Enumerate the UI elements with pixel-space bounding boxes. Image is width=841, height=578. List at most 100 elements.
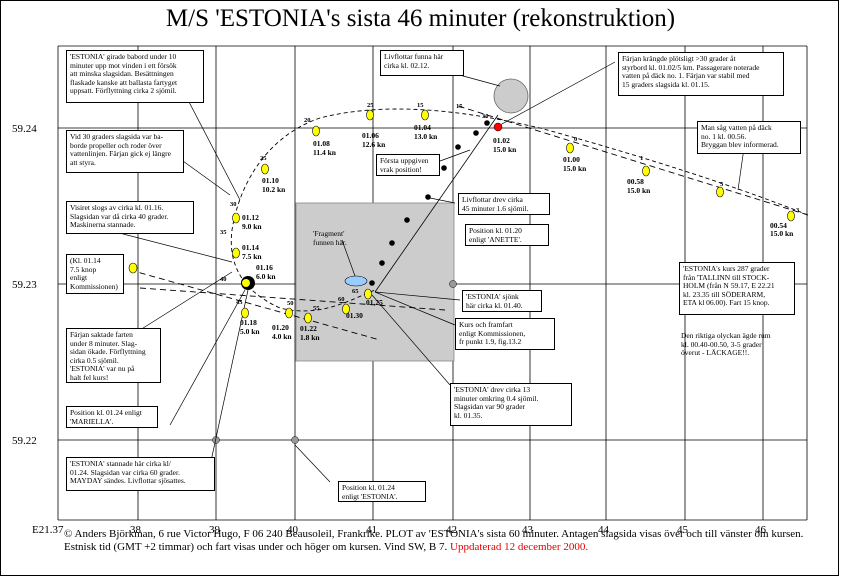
track-point-labels-mark: 01.12 (242, 213, 259, 222)
track-points-mark (642, 165, 650, 177)
note-kl-0114: (Kl. 01.14 7.5 knop enligt Kommissionen) (66, 254, 124, 294)
track-point-labels-mark: 01.00 (563, 155, 580, 164)
track-points-mark (232, 247, 240, 259)
track-point-labels-mark: 01.20 (272, 323, 289, 332)
y-tick-label: 59.23 (12, 279, 37, 291)
x-tick-label: 39 (209, 524, 221, 536)
track-point-labels-mark: 00.54 (770, 221, 787, 230)
note-ferry-slowed: Färjan saktade farten under 8 minuter. S… (66, 328, 161, 383)
axis-labels: E21.37 38 39 40 41 42 43 44 45 46 59.24 … (12, 123, 767, 536)
note-ferry-listing: Färjan krängde plötsligt >30 grader åt s… (618, 52, 784, 96)
track-point-labels-mark: 0 (574, 136, 577, 143)
raft-found-circle (493, 78, 529, 114)
drift-dots-mark (473, 130, 479, 136)
drift-dots-mark (379, 260, 385, 266)
track-point-labels-mark: 4.0 kn (272, 332, 292, 341)
track-points-mark (716, 186, 724, 198)
x-tick-label: 40 (287, 524, 299, 536)
commission-course-lines (129, 104, 809, 341)
track-point-labels-mark: 01.06 (362, 131, 379, 140)
track-point-labels-mark: 30 (230, 201, 237, 208)
track-points-mark (128, 262, 138, 274)
leader-lines-mark (429, 197, 456, 204)
note-life-raft: Livflottar funna här cirka kl. 02.12. (380, 50, 464, 76)
track-points-mark (364, 288, 372, 300)
track-point-labels-mark: 15 (456, 103, 463, 110)
x-tick-label: 45 (677, 524, 689, 536)
track-point-labels-mark: 25 (260, 155, 267, 162)
track-point-labels-mark: 00.58 (627, 177, 644, 186)
track-point-labels-mark: 5.0 kn (240, 327, 260, 336)
drift-dots-mark (484, 120, 490, 126)
x-tick-label: 38 (130, 524, 142, 536)
fragment-ellipse (344, 275, 368, 287)
x-tick-label: 42 (446, 524, 457, 536)
note-position-mariella: Position kl. 01.24 enligt 'MARIELLA'. (66, 406, 158, 428)
y-tick-label: 59.24 (12, 123, 37, 135)
track-point-labels-mark: 01.18 (240, 318, 257, 327)
track-point-labels-mark: 65 (352, 288, 359, 295)
position-markers-mark (449, 280, 457, 288)
drift-dots (369, 120, 490, 286)
note-water-deck: Man såg vatten på däck no. 1 kl. 00.56. … (697, 121, 801, 154)
track-point-labels-mark: 1.8 kn (300, 333, 320, 342)
track-point-labels-mark: 01.30 (346, 311, 363, 320)
track-point-labels-mark: 10.2 kn (262, 185, 286, 194)
track-point-labels-mark: 01.22 (300, 324, 317, 333)
track-point-labels-mark: 55 (313, 305, 320, 312)
track-point-labels-mark: 15.0 kn (493, 145, 517, 154)
track-points-mark (241, 307, 249, 319)
drift-dots-mark (404, 217, 410, 223)
track-point-labels-mark: 3 (796, 207, 800, 214)
track-points-mark (312, 125, 320, 137)
track-point-labels-mark: 01.25 (366, 298, 383, 307)
search-area (295, 202, 455, 362)
note-raft-drift: Livflottar drev cirka 45 minuter 1.6 sjö… (458, 193, 550, 215)
updated-date: Uppdaterad 12 december 2000. (450, 541, 589, 553)
note-fragment: 'Fragment' funnen här. (313, 229, 347, 247)
x-tick-label: 41 (366, 524, 377, 536)
track-point-labels-mark: 01.16 (256, 263, 273, 272)
track-points-mark (232, 212, 240, 224)
plot-area-mark (242, 279, 250, 287)
track-points-mark (566, 142, 574, 154)
position-markers-mark (291, 436, 299, 444)
note-course-287: 'ESTONIA's kurs 287 grader från 'TALLINN… (679, 262, 795, 315)
commission-course-lines-mark (454, 104, 809, 216)
track-point-labels-mark: 20 (304, 117, 311, 124)
track-point-labels-mark: 50 (287, 300, 294, 307)
note-turned-port: 'ESTONIA' girade babord under 10 minuter… (66, 50, 204, 103)
note-position-0120: Position kl. 01.20 enligt 'ANETTE'. (465, 224, 549, 246)
track-point-labels-mark: 01.02 (493, 136, 510, 145)
track-point-labels-mark: 30 (482, 113, 489, 120)
track-point-labels-mark: 7.5 kn (242, 252, 262, 261)
drift-dots-mark (455, 144, 461, 150)
x-tick-label: E21.37 (32, 524, 64, 536)
track-points-mark (304, 312, 312, 324)
track-point-labels-mark: 01.04 (414, 123, 431, 132)
note-course-speed: Kurs och framfart enligt Kommissionen, f… (455, 318, 555, 350)
commission-course-lines-mark (139, 287, 446, 311)
note-sank-here: 'ESTONIA' sjönk här cirka kl. 01.40. (462, 290, 542, 312)
position-markers (212, 280, 457, 444)
note-real-accident: Den riktiga olyckan ägde rum kl. 00.40-0… (681, 331, 771, 358)
track-point-labels-mark: 15 (417, 102, 424, 109)
track-points-mark (787, 210, 795, 222)
commission-course-lines-mark (129, 269, 381, 341)
track-point-labels-mark: 15.0 kn (627, 186, 651, 195)
x-tick-label: 43 (522, 524, 534, 536)
page-title: M/S 'ESTONIA's sista 46 minuter (rekonst… (165, 5, 676, 32)
note-engines-stopped: Visiret slogs av cirka kl. 01.16. Slagsi… (66, 201, 194, 234)
track-points-mark (366, 109, 374, 121)
drift-dots-mark (389, 240, 395, 246)
y-tick-label: 59.22 (12, 435, 37, 447)
track-points (128, 109, 795, 324)
leader-lines-mark (169, 289, 246, 426)
leader-lines-mark (207, 289, 249, 476)
note-position-estonia: Position kl. 01.24 enligt 'ESTONIA'. (338, 481, 426, 502)
leader-lines-mark (139, 271, 233, 331)
leader-lines-mark (371, 294, 451, 386)
track-point-labels-mark: 01.08 (313, 139, 330, 148)
note-stopped-here: 'ESTONIA' stannade här cirka kl/ 01.24. … (66, 457, 215, 491)
